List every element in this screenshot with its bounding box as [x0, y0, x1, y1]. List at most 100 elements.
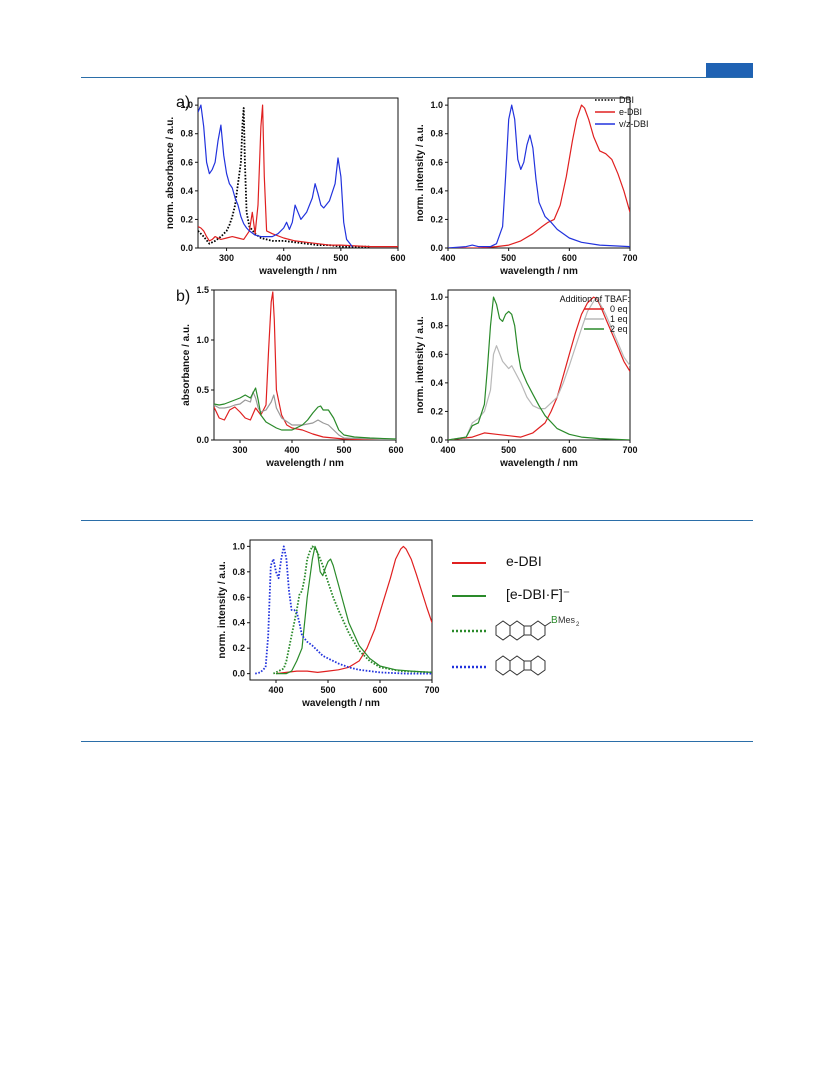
x-tick-label: 600 — [388, 445, 403, 455]
x-tick-label: 500 — [501, 445, 516, 455]
x-tick-label: 600 — [372, 685, 387, 695]
series-line-e-dbi — [198, 104, 398, 248]
chart-a-em: 400 500 600 700 0.0 0.2 0.4 0.6 0.8 1.0 wavelength… — [415, 95, 649, 277]
x-tick-label: 400 — [440, 253, 455, 263]
y-tick-label: 0.6 — [430, 349, 443, 359]
panel-a-label: a) — [176, 94, 190, 111]
x-tick-label: 700 — [622, 445, 637, 455]
legend-label: e-DBI — [506, 553, 542, 569]
legend-label: DBI — [619, 95, 634, 105]
chart-c-em: 400 500 600 700 0.0 0.2 0.4 0.6 0.8 1.0 wavelength… — [217, 539, 570, 709]
y-tick-label: 0.4 — [430, 186, 443, 196]
x-tick-label: 500 — [333, 253, 348, 263]
x-tick-label: 600 — [390, 253, 405, 263]
x-axis-label: wavelength / nm — [499, 266, 578, 277]
legend-label: e-DBI — [619, 107, 642, 117]
x-tick-label: 400 — [284, 445, 299, 455]
x-axis-label: wavelength / nm — [499, 458, 578, 469]
plot-frame — [249, 539, 433, 681]
y-axis-label: absorbance / a.u. — [181, 324, 192, 406]
legend-label: v/z-DBI — [619, 119, 649, 129]
y-tick-label: 0.6 — [180, 157, 193, 167]
plot-frame — [447, 97, 631, 249]
legend-label: 0 eq — [610, 304, 628, 314]
x-tick-label: 400 — [268, 685, 283, 695]
y-tick-label: 1.0 — [430, 100, 443, 110]
mes-subscript: 2 — [576, 622, 580, 628]
y-tick-label: 0.0 — [180, 243, 193, 253]
y-tick-label: 0.2 — [430, 406, 443, 416]
y-tick-label: 1.0 — [232, 541, 245, 551]
series-line-1-eq — [214, 391, 396, 440]
y-tick-label: 0.0 — [232, 669, 245, 679]
y-tick-label: 0.0 — [430, 243, 443, 253]
legend-title: Addition of TBAF: — [560, 294, 630, 304]
boron-label: B — [551, 615, 558, 626]
x-tick-label: 400 — [440, 445, 455, 455]
series-line-v-z-dbi — [198, 104, 353, 247]
y-tick-label: 1.0 — [430, 292, 443, 302]
series-line-e-dbi — [275, 545, 432, 675]
plot-frame — [213, 289, 397, 441]
x-tick-label: 700 — [424, 685, 439, 695]
y-tick-label: 0.4 — [232, 618, 245, 628]
x-tick-label: 300 — [232, 445, 247, 455]
y-axis-label: norm. intensity / a.u. — [415, 316, 426, 413]
mes-label: Mes — [558, 615, 576, 625]
structure-dbi — [495, 655, 546, 676]
y-tick-label: 0.6 — [232, 592, 245, 602]
series-line-0-eq — [214, 291, 396, 440]
structure-borylated — [495, 620, 552, 641]
legend-label: [e-DBI·F]⁻ — [506, 586, 570, 602]
series-line-unlabeled — [254, 545, 432, 675]
chart-b-abs: 300 400 500 600 0.0 0.5 1.0 1.5 wavelength / nm a… — [181, 285, 404, 469]
chart-b-em: 400 500 600 700 0.0 0.2 0.4 0.6 0.8 1.0 wavelength… — [415, 289, 638, 469]
x-axis-label: wavelength / nm — [258, 266, 337, 277]
bottom-rule — [81, 741, 753, 742]
series-line-dbi — [198, 107, 370, 248]
x-tick-label: 400 — [276, 253, 291, 263]
y-tick-label: 0.8 — [430, 129, 443, 139]
y-tick-label: 0.8 — [180, 129, 193, 139]
plot-frame — [197, 97, 399, 249]
x-tick-label: 500 — [320, 685, 335, 695]
series-line-unlabeled — [273, 545, 432, 675]
panel-b-label: b) — [176, 288, 190, 305]
y-tick-label: 0.5 — [196, 385, 209, 395]
y-tick-label: 1.0 — [196, 335, 209, 345]
y-tick-label: 0.0 — [196, 435, 209, 445]
top-rule — [81, 77, 753, 78]
x-tick-label: 500 — [501, 253, 516, 263]
legend-label: 2 eq — [610, 324, 628, 334]
x-axis-label: wavelength / nm — [301, 698, 380, 709]
x-tick-label: 500 — [336, 445, 351, 455]
y-tick-label: 0.8 — [430, 321, 443, 331]
page-tab-marker — [706, 63, 753, 77]
y-axis-label: norm. absorbance / a.u. — [165, 117, 176, 229]
middle-rule — [81, 520, 753, 521]
y-tick-label: 0.2 — [232, 643, 245, 653]
y-tick-label: 0.2 — [430, 214, 443, 224]
series-line-2-eq — [214, 387, 396, 440]
series-line-1-eq — [448, 296, 630, 440]
x-tick-label: 600 — [562, 445, 577, 455]
y-tick-label: 0.4 — [430, 378, 443, 388]
y-tick-label: 0.0 — [430, 435, 443, 445]
y-tick-label: 0.4 — [180, 186, 193, 196]
y-tick-label: 1.0 — [180, 100, 193, 110]
x-tick-label: 300 — [219, 253, 234, 263]
x-tick-label: 600 — [562, 253, 577, 263]
series-line-0-eq — [448, 296, 630, 440]
y-tick-label: 0.2 — [180, 214, 193, 224]
y-tick-label: 0.8 — [232, 567, 245, 577]
x-tick-label: 700 — [622, 253, 637, 263]
legend-label: 1 eq — [610, 314, 628, 324]
x-axis-label: wavelength / nm — [265, 458, 344, 469]
y-tick-label: 1.5 — [196, 285, 209, 295]
y-axis-label: norm. intensity / a.u. — [415, 124, 426, 221]
y-axis-label: norm. intensity / a.u. — [217, 561, 228, 658]
chart-a-abs: 300 400 500 600 0.0 0.2 0.4 0.6 0.8 1.0 wavelength… — [165, 97, 406, 277]
series-line-e-dbi — [448, 104, 630, 248]
series-line--e-dbi-f- — [276, 545, 432, 675]
